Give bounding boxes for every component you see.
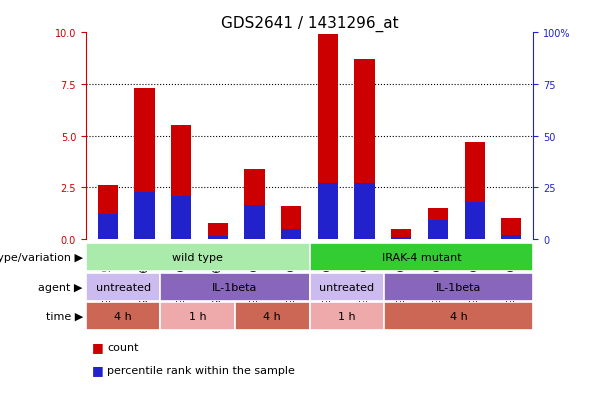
Bar	[428, 221, 448, 240]
Bar	[465, 142, 485, 240]
Bar	[391, 237, 411, 240]
Bar	[465, 202, 485, 240]
Text: untreated: untreated	[96, 282, 151, 292]
Text: untreated: untreated	[319, 282, 375, 292]
Bar	[171, 196, 191, 240]
Bar	[235, 302, 310, 330]
Text: time ▶: time ▶	[45, 311, 83, 321]
Bar	[310, 244, 533, 272]
Bar	[245, 206, 265, 240]
Bar	[310, 302, 384, 330]
Bar	[318, 35, 338, 240]
Text: 4 h: 4 h	[264, 311, 281, 321]
Text: ■: ■	[92, 363, 108, 376]
Bar	[86, 244, 310, 272]
Text: 4 h: 4 h	[450, 311, 468, 321]
Bar	[97, 186, 118, 240]
Bar	[384, 273, 533, 301]
Title: GDS2641 / 1431296_at: GDS2641 / 1431296_at	[221, 16, 398, 32]
Text: IL-1beta: IL-1beta	[436, 282, 481, 292]
Bar	[391, 229, 411, 240]
Bar	[161, 302, 235, 330]
Bar	[354, 60, 375, 240]
Bar	[318, 184, 338, 240]
Bar	[501, 235, 522, 240]
Text: 4 h: 4 h	[114, 311, 132, 321]
Bar	[501, 219, 522, 240]
Text: 1 h: 1 h	[338, 311, 356, 321]
Bar	[208, 236, 228, 240]
Bar	[86, 302, 161, 330]
Text: IRAK-4 mutant: IRAK-4 mutant	[382, 253, 461, 263]
Bar	[86, 273, 161, 301]
Text: agent ▶: agent ▶	[39, 282, 83, 292]
Text: IL-1beta: IL-1beta	[212, 282, 257, 292]
Text: 1 h: 1 h	[189, 311, 207, 321]
Text: wild type: wild type	[172, 253, 223, 263]
Bar	[97, 215, 118, 240]
Bar	[134, 89, 154, 240]
Bar	[171, 126, 191, 240]
Bar	[310, 273, 384, 301]
Bar	[161, 273, 310, 301]
Text: genotype/variation ▶: genotype/variation ▶	[0, 253, 83, 263]
Text: count: count	[107, 342, 139, 352]
Bar	[245, 169, 265, 240]
Text: ■: ■	[92, 340, 108, 354]
Bar	[384, 302, 533, 330]
Text: percentile rank within the sample: percentile rank within the sample	[107, 365, 295, 375]
Bar	[354, 184, 375, 240]
Bar	[208, 223, 228, 240]
Bar	[281, 229, 302, 240]
Bar	[428, 209, 448, 240]
Bar	[281, 206, 302, 240]
Bar	[134, 192, 154, 240]
